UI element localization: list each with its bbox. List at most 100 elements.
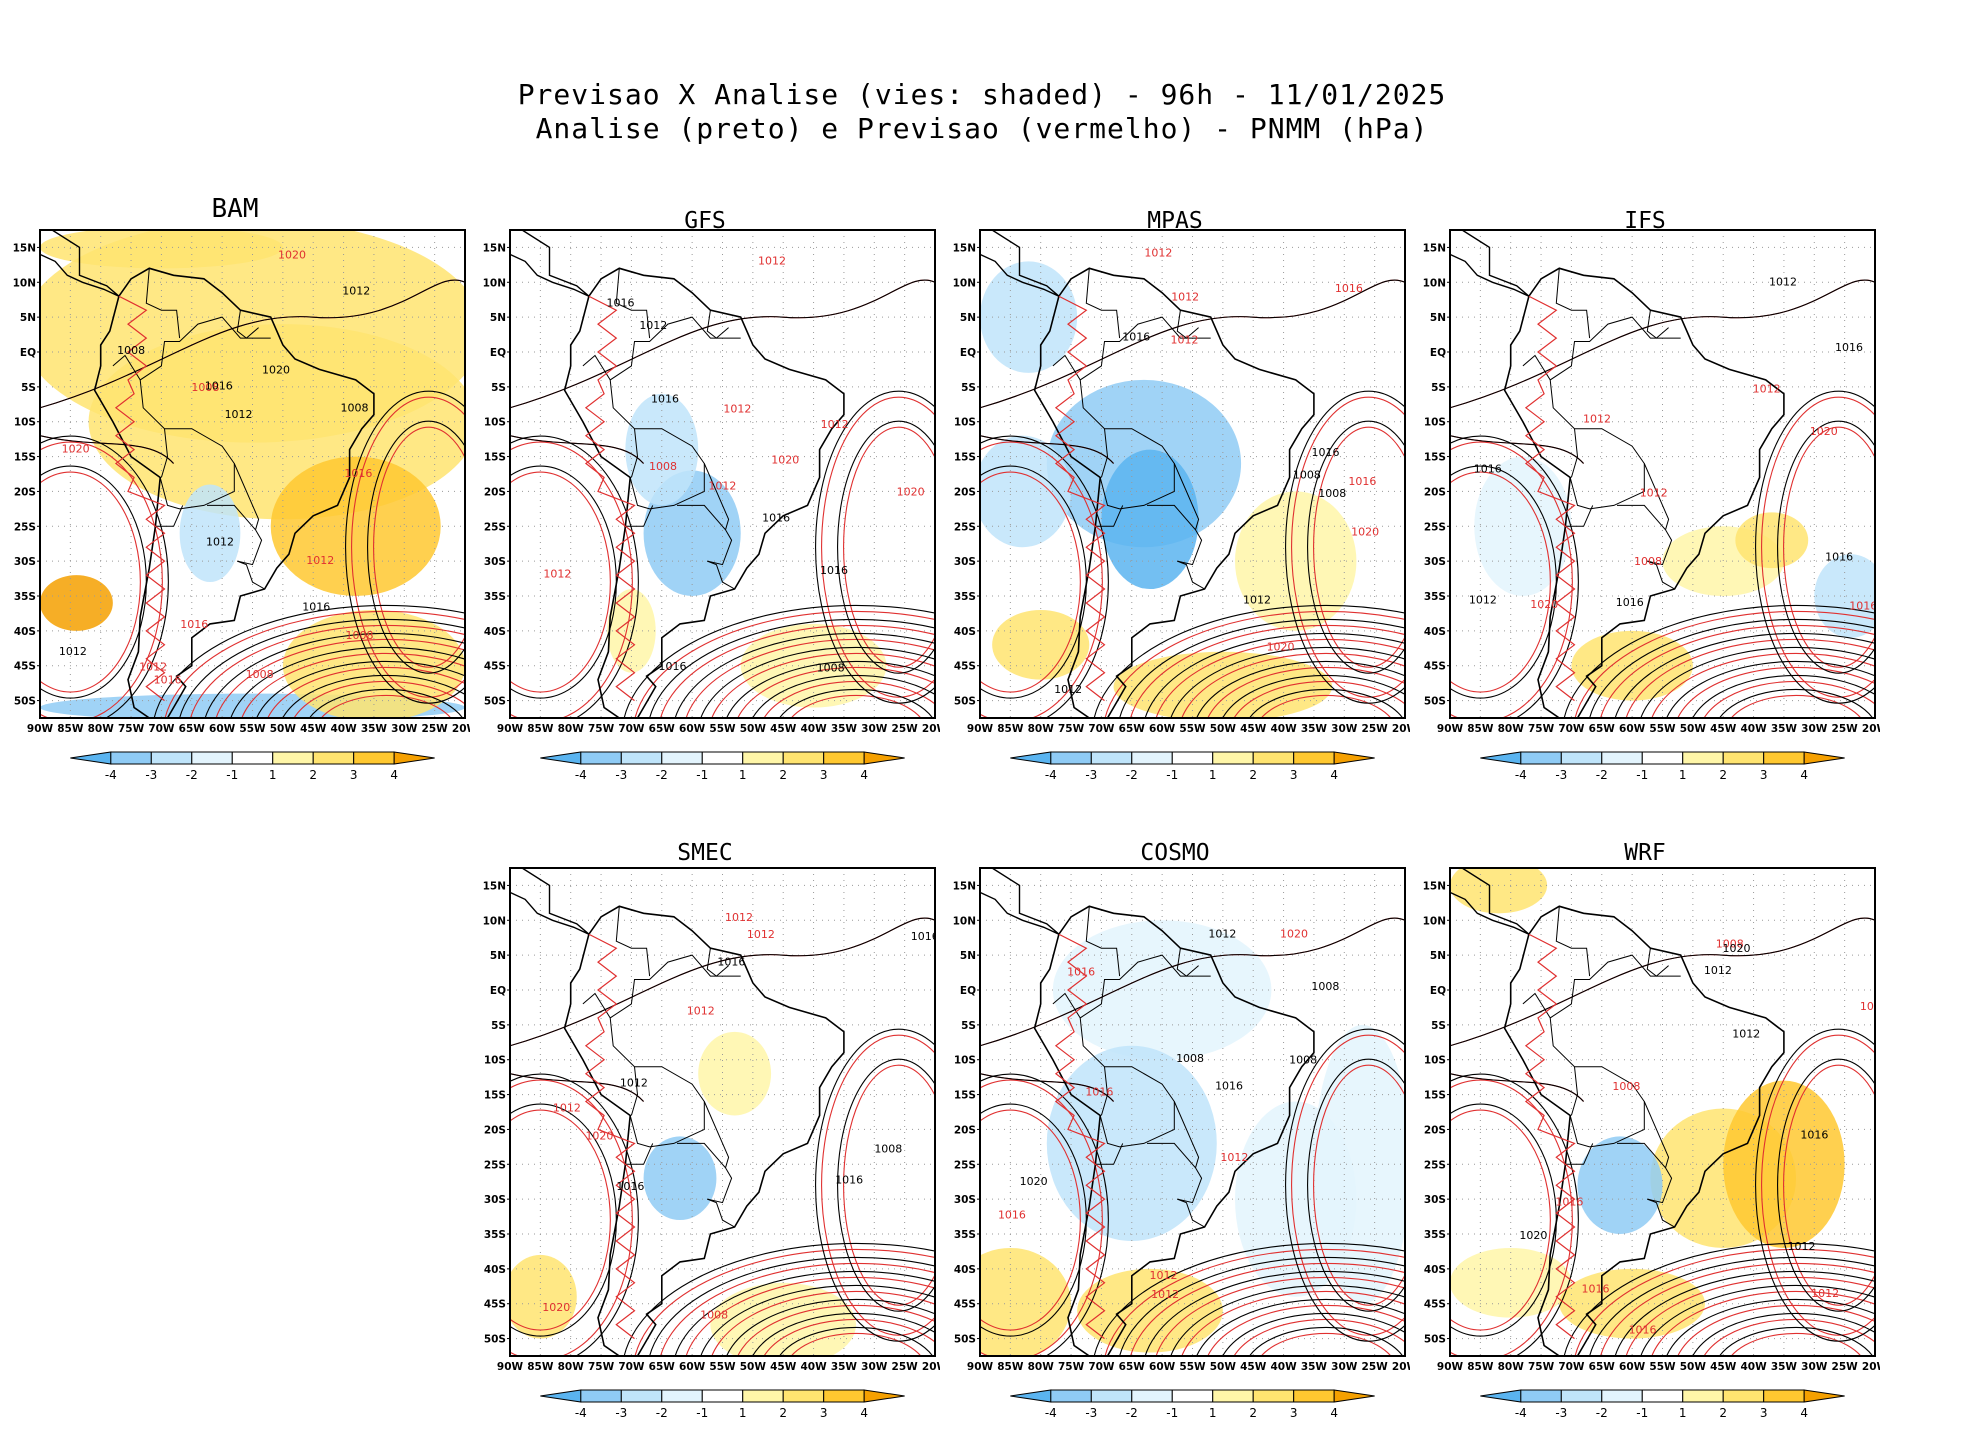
isobar-contour [1600, 624, 1875, 718]
lon-tick-label: 70W [618, 723, 645, 735]
colorbar-label: -4 [575, 1406, 587, 1420]
contour-label: 1016 [616, 1180, 644, 1193]
isobar-contour [1783, 426, 1875, 668]
colorbar-label: -2 [1596, 768, 1608, 782]
isobar-contour [980, 435, 1114, 464]
lat-tick-label: 30S [1424, 1194, 1446, 1206]
lat-tick-label: 10N [953, 915, 976, 927]
colorbar-label: 1 [1679, 768, 1687, 782]
colorbar-swatch [620, 751, 663, 765]
lat-tick-label: 15S [954, 1090, 976, 1102]
lon-tick-label: 55W [1649, 1361, 1676, 1373]
colorbar-swatch [1560, 1389, 1603, 1403]
contour-label: 1016 [180, 618, 208, 631]
lon-tick-label: 70W [1088, 723, 1115, 735]
lon-tick-label: 90W [497, 1361, 524, 1373]
isobar-contour [1313, 426, 1405, 668]
colorbar-swatch [1293, 751, 1335, 765]
lon-tick-label: 20W [1392, 1361, 1410, 1373]
isobar-contour [1130, 624, 1405, 718]
isobar-contour [367, 420, 465, 674]
isobar-contour [1783, 1064, 1875, 1306]
isobar-contour [1640, 1284, 1875, 1356]
colorbar-label: 2 [1719, 768, 1727, 782]
isobar-contour [674, 632, 935, 718]
lat-tick-label: 5N [960, 950, 976, 962]
colorbar-swatch [1601, 751, 1643, 765]
isobar-contour [1144, 632, 1405, 718]
isobar-contour [1651, 652, 1875, 718]
bias-shading [270, 456, 441, 596]
country-border [625, 505, 654, 527]
lon-tick-label: 35W [361, 723, 388, 735]
isobar-contour [510, 1109, 611, 1331]
lon-tick-label: 40W [330, 723, 357, 735]
isobar-contour [1130, 1262, 1405, 1356]
colorbar-label: 3 [1290, 1406, 1298, 1420]
country-border [1643, 1101, 1670, 1168]
isobar-contour [1651, 1290, 1875, 1356]
colorbar-label: -1 [1166, 1406, 1178, 1420]
contour-label: 1016 [911, 930, 939, 943]
colorbar-swatch [661, 751, 703, 765]
lon-tick-label: 65W [1119, 723, 1146, 735]
country-border [630, 1066, 639, 1116]
lon-tick-label: 30W [1331, 723, 1358, 735]
isobar-contour [153, 604, 465, 718]
country-border [1570, 428, 1579, 478]
isobar-contour [510, 917, 935, 1047]
lat-tick-label: 10N [953, 277, 976, 289]
contour-label: 1012 [1054, 683, 1082, 696]
lat-tick-label: 45S [1424, 1299, 1446, 1311]
contour-label: 1008 [874, 1143, 902, 1156]
contour-label: 1016 [1849, 599, 1877, 612]
colorbar-label: 3 [820, 768, 828, 782]
lat-tick-label: 40S [484, 1264, 506, 1276]
lat-tick-label: 50S [1424, 696, 1446, 708]
lat-tick-label: 50S [954, 696, 976, 708]
lon-tick-label: 60W [209, 723, 236, 735]
lat-tick-label: 30S [484, 1194, 506, 1206]
contour-label: 1012 [639, 319, 667, 332]
contour-label: 1008 [345, 629, 373, 642]
lat-tick-label: 5N [1430, 312, 1446, 324]
lon-tick-label: 40W [800, 723, 827, 735]
contour-label: 1016 [717, 955, 745, 968]
lat-tick-label: 50S [14, 696, 36, 708]
lat-tick-label: 30S [484, 556, 506, 568]
map-panel-wrf: WRF 1016 1012 1008 1012 1008 1012 1016 1016 1012… [1410, 822, 1880, 1432]
lat-tick-label: 40S [14, 626, 36, 638]
isobar-contour [179, 618, 465, 718]
coastline [1503, 905, 1785, 1356]
isobar-contour [737, 666, 935, 718]
lat-tick-label: 20S [484, 486, 506, 498]
lon-tick-label: 60W [1619, 1361, 1646, 1373]
contour-label: 1012 [1732, 1028, 1760, 1041]
colorbar-label: 1 [1679, 1406, 1687, 1420]
isobar-contour [584, 933, 636, 1340]
lat-tick-label: 45S [954, 661, 976, 673]
isobar-contour [1054, 933, 1106, 1340]
isobar-contour [980, 279, 1405, 409]
lon-tick-label: 50W [740, 1361, 767, 1373]
colorbar-label: 3 [1760, 768, 1768, 782]
isobar-contour [623, 604, 935, 718]
lon-tick-label: 35W [1301, 723, 1328, 735]
isobar-contour [241, 652, 465, 718]
colorbar-label: -2 [1126, 768, 1138, 782]
colorbar-swatch [150, 751, 193, 765]
lon-tick-label: 65W [649, 1361, 676, 1373]
lon-tick-label: 50W [740, 723, 767, 735]
contour-label: 1008 [1289, 1053, 1317, 1066]
lon-tick-label: 20W [922, 723, 940, 735]
lon-tick-label: 35W [1771, 723, 1798, 735]
contour-label: 1012 [1640, 486, 1668, 499]
coastline [1033, 267, 1315, 718]
contour-label: 1012 [620, 1076, 648, 1089]
contour-label: 1012 [1583, 412, 1611, 425]
isobar-contour [726, 1298, 935, 1356]
colorbar-label: 1 [1209, 1406, 1217, 1420]
colorbar-swatch [580, 1389, 622, 1403]
lon-tick-label: 30W [861, 1361, 888, 1373]
country-border [706, 948, 729, 977]
